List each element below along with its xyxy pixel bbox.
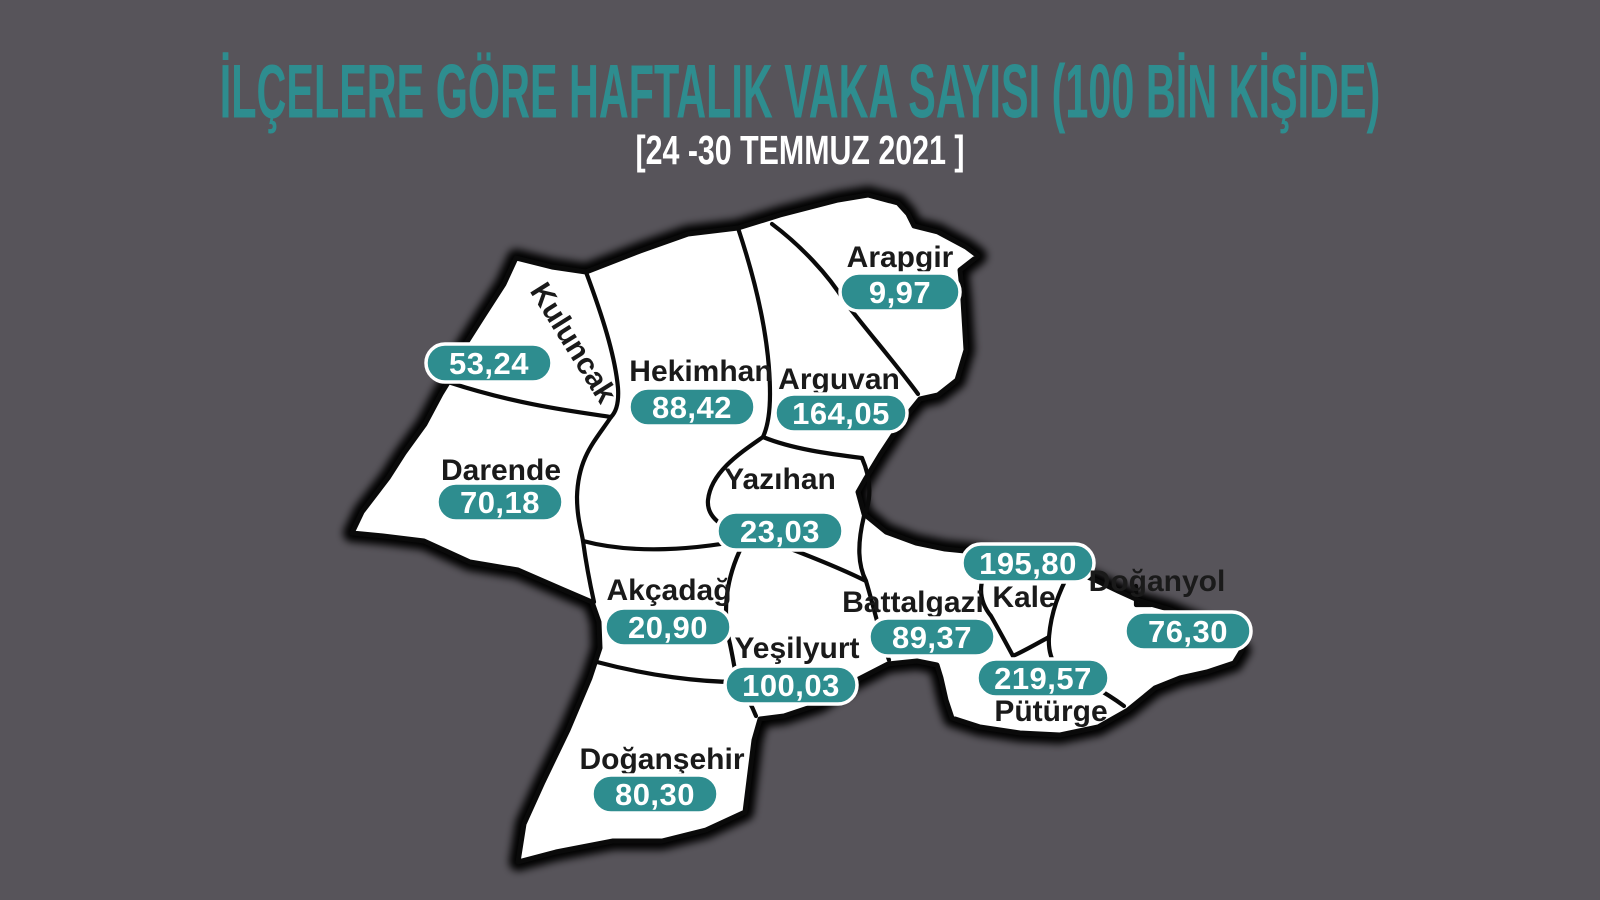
district-label: Hekimhan bbox=[629, 355, 772, 388]
case-count-value: 195,80 bbox=[979, 546, 1077, 581]
case-count-value: 9,97 bbox=[869, 275, 931, 310]
case-count-value: 53,24 bbox=[449, 346, 529, 381]
border-kuluncak-east bbox=[583, 269, 621, 420]
case-count-badge: 76,30 bbox=[1123, 610, 1253, 652]
badge-pill bbox=[627, 386, 757, 428]
district-label: Arguvan bbox=[778, 363, 900, 396]
district-group: Yazıhan 23,03 bbox=[715, 463, 845, 552]
case-count-badge: 23,03 bbox=[715, 510, 845, 552]
badge-pill bbox=[603, 606, 733, 648]
badge-pill bbox=[960, 542, 1096, 584]
case-count-value: 89,37 bbox=[892, 620, 972, 655]
border-darende-east bbox=[574, 414, 614, 605]
border-kuluncak-south bbox=[445, 379, 614, 420]
case-count-badge: 20,90 bbox=[603, 606, 733, 648]
badge-pill bbox=[867, 616, 997, 658]
badge-pill bbox=[838, 271, 962, 313]
case-count-badge: 219,57 bbox=[975, 657, 1111, 699]
district-label: Akçadağ bbox=[606, 574, 731, 607]
badge-pill bbox=[590, 773, 720, 815]
doganyol-pointer-tick bbox=[1133, 583, 1154, 608]
case-count-badge: 53,24 bbox=[424, 342, 554, 384]
case-count-value: 80,30 bbox=[615, 777, 695, 812]
district-label: Doğanşehir bbox=[579, 743, 744, 776]
case-count-value: 76,30 bbox=[1148, 614, 1228, 649]
case-count-value: 88,42 bbox=[652, 390, 732, 425]
case-count-badge: 89,37 bbox=[867, 616, 997, 658]
page-title: İLÇELERE GÖRE HAFTALIK VAKA SAYISI (100 … bbox=[219, 47, 1381, 134]
district-label: Yeşilyurt bbox=[734, 632, 859, 665]
border-arguvan-south bbox=[760, 434, 865, 461]
case-count-value: 23,03 bbox=[740, 514, 820, 549]
badge-pill bbox=[975, 657, 1111, 699]
date-range-subtitle: [24 -30 TEMMUZ 2021 ] bbox=[635, 127, 965, 173]
case-count-badge: 9,97 bbox=[838, 271, 962, 313]
case-count-value: 100,03 bbox=[742, 668, 840, 703]
district-group: Doğanyol 76,30 bbox=[1089, 565, 1253, 652]
badge-pill bbox=[1123, 610, 1253, 652]
badge-pill bbox=[435, 481, 565, 523]
case-count-badge: 70,18 bbox=[435, 481, 565, 523]
border-yazihan-east bbox=[859, 455, 872, 519]
badge-pill bbox=[424, 342, 554, 384]
case-count-badge: 195,80 bbox=[960, 542, 1096, 584]
case-count-value: 20,90 bbox=[628, 610, 708, 645]
border-hekimhan-arguvan bbox=[735, 225, 773, 440]
badge-pill bbox=[715, 510, 845, 552]
case-count-value: 70,18 bbox=[460, 485, 540, 520]
case-count-badge: 164,05 bbox=[773, 392, 909, 434]
district-label: Arapgir bbox=[847, 241, 954, 274]
case-count-badge: 88,42 bbox=[627, 386, 757, 428]
district-label: Yazıhan bbox=[724, 463, 836, 496]
case-count-value: 219,57 bbox=[994, 661, 1092, 696]
badge-pill bbox=[723, 664, 859, 706]
case-count-badge: 80,30 bbox=[590, 773, 720, 815]
district-label: Pütürge bbox=[994, 695, 1107, 728]
border-kale-south bbox=[1010, 634, 1052, 659]
district-label: Doğanyol bbox=[1089, 565, 1226, 598]
badge-pill bbox=[773, 392, 909, 434]
case-count-badge: 100,03 bbox=[723, 664, 859, 706]
case-count-value: 164,05 bbox=[792, 396, 890, 431]
district-label: Battalgazi bbox=[842, 586, 984, 619]
district-label: Kale bbox=[992, 581, 1055, 614]
